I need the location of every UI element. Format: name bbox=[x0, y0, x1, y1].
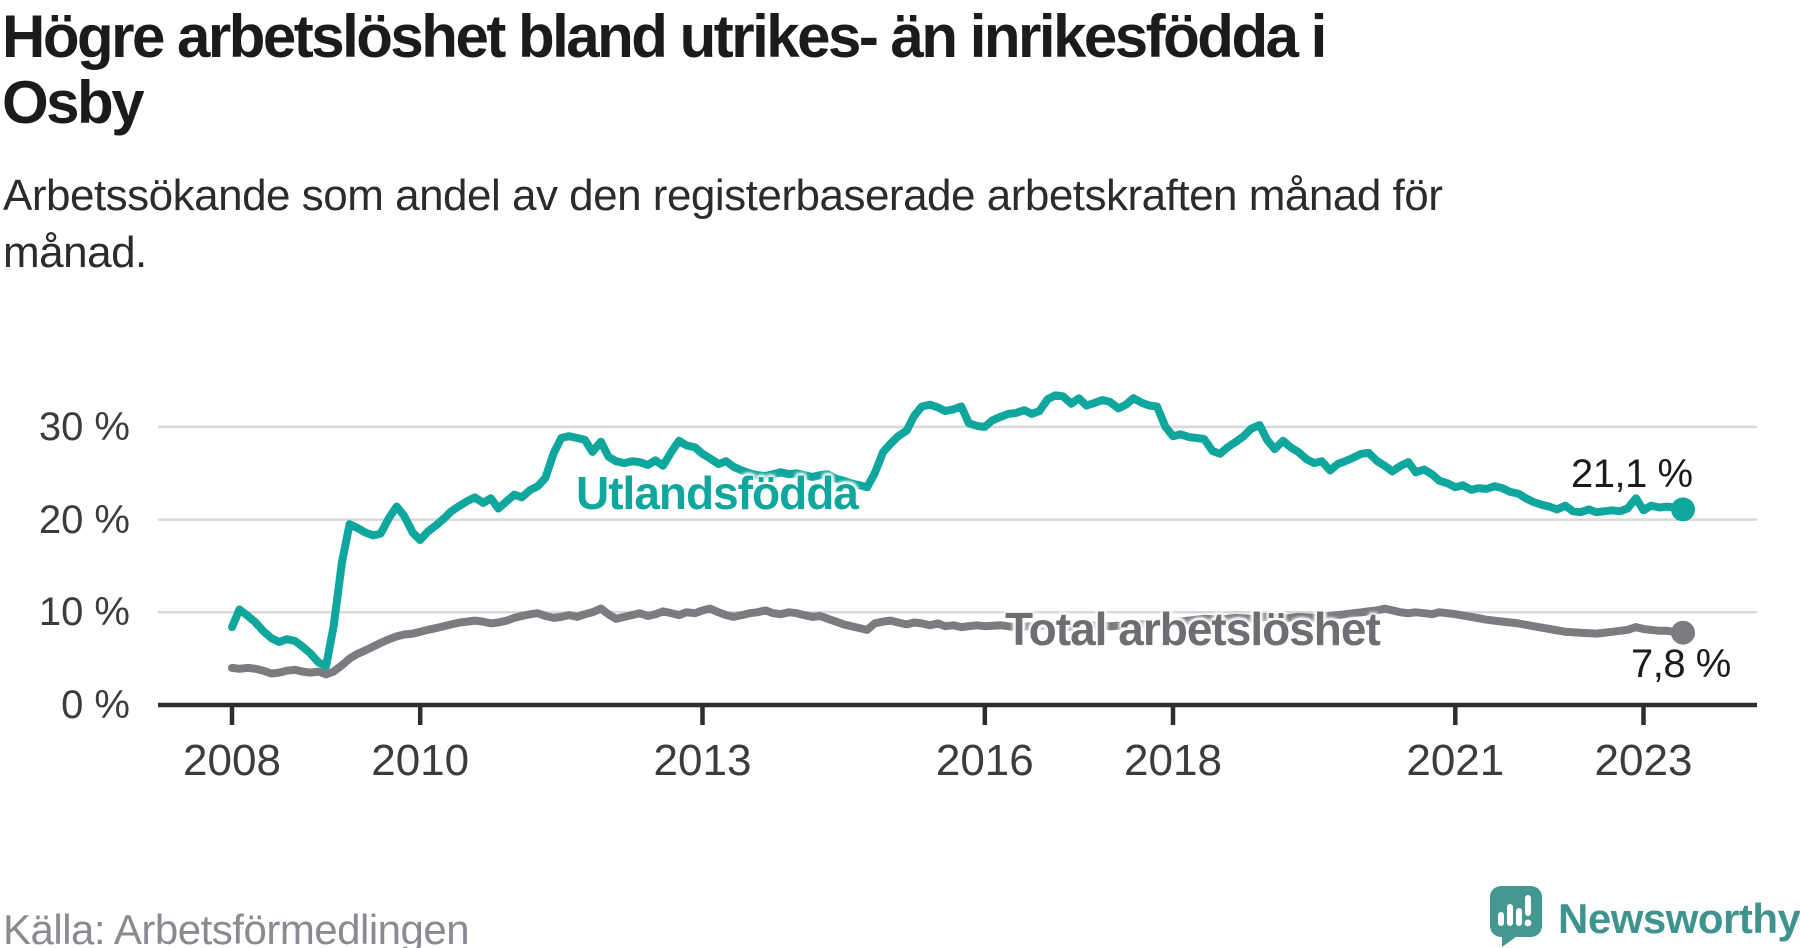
x-axis-label-2010: 2010 bbox=[371, 736, 470, 785]
end-dot-total-arbetsloshet bbox=[1671, 620, 1696, 645]
x-axis-label-2008: 2008 bbox=[183, 736, 281, 785]
x-axis-label-2021: 2021 bbox=[1406, 736, 1505, 785]
x-axis-label-2018: 2018 bbox=[1124, 736, 1222, 785]
y-axis-label-0: 0 % bbox=[61, 683, 130, 727]
series-label-utlandsfodda: Utlandsfödda bbox=[576, 467, 859, 519]
source-caption: Källa: Arbetsförmedlingen bbox=[3, 906, 470, 948]
x-axis-label-2016: 2016 bbox=[935, 736, 1034, 785]
chart-subtitle-line-2: månad. bbox=[3, 228, 147, 277]
end-value-label-utlandsfodda: 21,1 % bbox=[1571, 452, 1693, 496]
y-axis-label-10: 10 % bbox=[38, 590, 130, 635]
y-axis-label-30: 30 % bbox=[38, 404, 130, 449]
x-axis-label-2013: 2013 bbox=[653, 736, 752, 785]
page-title-line-2: Osby bbox=[2, 69, 145, 136]
x-axis-label-2023: 2023 bbox=[1594, 736, 1693, 785]
series-label-total-arbetsloshet: Total arbetslöshet bbox=[1005, 603, 1381, 655]
page-title: Högre arbetslöshet bland utrikes- än inr… bbox=[2, 4, 1562, 136]
newsworthy-brand-name: Newsworthy bbox=[1558, 895, 1800, 942]
end-dot-utlandsfodda bbox=[1671, 497, 1696, 522]
chart-subtitle-line-1: Arbetssökande som andel av den registerb… bbox=[3, 171, 1443, 220]
chart-subtitle: Arbetssökande som andel av den registerb… bbox=[3, 167, 1563, 281]
series-line-utlandsfodda bbox=[228, 391, 1687, 671]
newsworthy-logo-icon bbox=[1490, 886, 1542, 947]
series-line-total-arbetsloshet bbox=[228, 604, 1687, 679]
end-value-label-total: 7,8 % bbox=[1631, 642, 1731, 686]
page-title-line-1: Högre arbetslöshet bland utrikes- än inr… bbox=[2, 3, 1327, 70]
y-axis-label-20: 20 % bbox=[38, 497, 130, 542]
newsworthy-brand: Newsworthy bbox=[1489, 884, 1800, 948]
